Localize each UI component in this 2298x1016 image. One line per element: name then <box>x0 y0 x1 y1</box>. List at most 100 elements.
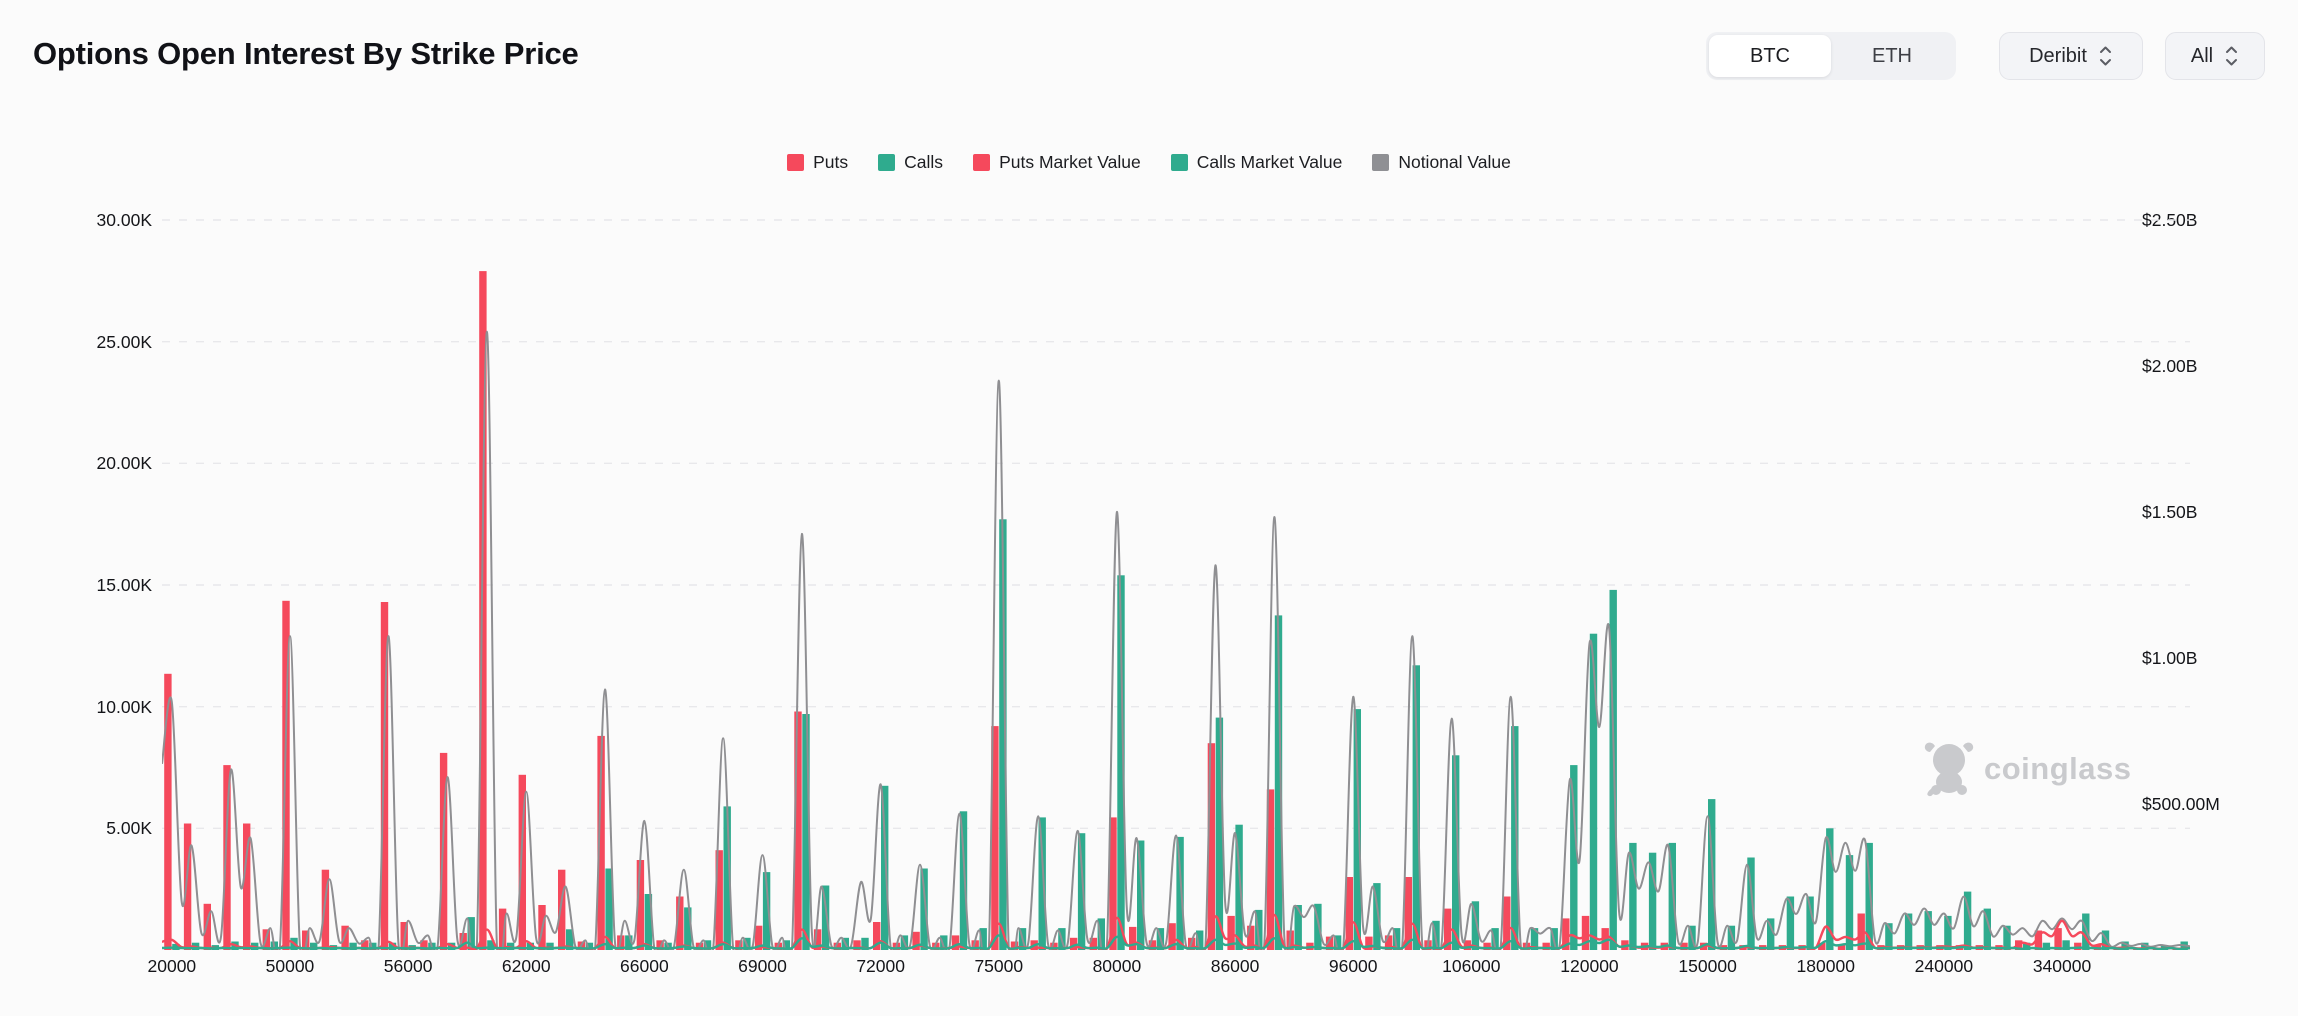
calls-bar <box>1471 901 1480 950</box>
puts-bar <box>361 940 369 950</box>
calls-bar <box>1944 915 1952 950</box>
calls-bar <box>1885 923 1893 950</box>
calls-bar <box>1530 928 1539 950</box>
calls-bar <box>1786 896 1795 950</box>
puts-bar <box>2074 942 2082 950</box>
puts-bar <box>1010 941 1019 950</box>
chevron-up-down-icon <box>2226 46 2238 66</box>
x-axis-tick-label: 96000 <box>1328 956 1378 976</box>
legend-item-puts-market-value[interactable]: Puts Market Value <box>973 152 1141 173</box>
puts-bar <box>321 869 330 950</box>
puts-bar <box>2054 928 2062 950</box>
calls-bar <box>1452 755 1460 950</box>
calls-bar <box>2042 942 2051 950</box>
calls-bar <box>2101 930 2110 950</box>
asset-toggle-eth-button[interactable]: ETH <box>1831 35 1953 77</box>
puts-bar <box>794 711 802 950</box>
calls-bar <box>1333 935 1342 950</box>
puts-bar <box>498 908 507 950</box>
calls-bar <box>2023 942 2031 950</box>
expiry-select-value: All <box>2190 44 2214 67</box>
puts-bar <box>971 940 979 950</box>
calls-bar <box>1629 842 1637 950</box>
puts-bar <box>282 600 290 950</box>
calls-bar <box>821 885 830 950</box>
calls-bar <box>1038 817 1046 950</box>
calls-bar <box>2121 941 2129 950</box>
legend-item-calls-market-value[interactable]: Calls Market Value <box>1170 152 1342 173</box>
puts-bar <box>1503 896 1511 950</box>
x-axis-tick-label: 80000 <box>1092 956 1142 976</box>
exchange-select[interactable]: Deribit <box>1999 32 2143 80</box>
legend-item-notional-value[interactable]: Notional Value <box>1372 152 1511 173</box>
puts-bar <box>1365 936 1373 950</box>
puts-bar <box>1837 945 1846 950</box>
calls-bar <box>1845 855 1854 950</box>
notional-value-swatch-icon <box>1372 154 1390 171</box>
calls-bar <box>979 928 987 950</box>
puts-bar <box>1266 789 1275 950</box>
puts-bar <box>715 850 723 950</box>
puts-bar <box>223 765 231 950</box>
chart-plot-area[interactable] <box>162 150 2190 950</box>
calls-bar <box>1274 615 1283 950</box>
calls-bar <box>959 811 968 950</box>
y-axis-left-label: 25.00K <box>96 331 152 352</box>
x-axis-tick-label: 86000 <box>1210 956 1260 976</box>
calls-bar <box>2062 940 2070 950</box>
calls-bar <box>762 872 771 950</box>
calls-bar <box>1648 852 1657 950</box>
puts-bar <box>1384 935 1393 950</box>
calls-bar <box>1865 842 1873 950</box>
puts-bar <box>1601 928 1609 950</box>
puts-bar <box>1069 937 1078 950</box>
puts-bar <box>873 922 881 950</box>
calls-bar <box>2082 913 2090 950</box>
x-axis-tick-label: 75000 <box>974 956 1024 976</box>
x-axis-tick-label: 66000 <box>620 956 669 976</box>
calls-bar <box>1176 836 1184 950</box>
calls-bar <box>1904 913 1913 950</box>
puts-bar <box>833 942 841 950</box>
legend-item-calls[interactable]: Calls <box>878 152 943 173</box>
puts-bar <box>1129 926 1137 950</box>
puts-bar <box>1109 817 1117 950</box>
puts-bar <box>813 929 822 950</box>
x-axis-tick-label: 72000 <box>856 956 905 976</box>
calls-bar <box>1747 857 1755 950</box>
puts-bar <box>439 752 448 950</box>
calls-bar <box>526 942 534 950</box>
x-axis-tick-label: 120000 <box>1560 956 1619 976</box>
chevron-up-down-icon <box>2099 46 2111 66</box>
y-axis-left-label: 20.00K <box>96 453 152 474</box>
calls-bar <box>605 868 613 950</box>
calls-bar <box>566 929 574 950</box>
calls-bar <box>369 942 377 950</box>
exchange-select-value: Deribit <box>2029 44 2087 67</box>
calls-bar <box>1826 828 1834 950</box>
calls-bar <box>1412 665 1420 950</box>
calls-bar <box>782 940 790 950</box>
puts-bar <box>183 823 192 950</box>
notional-value-line <box>162 330 2190 950</box>
calls-bar <box>1491 928 1499 950</box>
x-axis-tick-label: 150000 <box>1678 956 1737 976</box>
puts-bar <box>1581 915 1590 950</box>
x-axis-tick-label: 20000 <box>147 956 197 976</box>
y-axis-right-label: $500.00M <box>2142 794 2220 814</box>
legend-item-puts[interactable]: Puts <box>787 152 848 173</box>
expiry-select[interactable]: All <box>2165 32 2265 80</box>
puts-bar <box>676 896 684 950</box>
calls-bar <box>1767 918 1775 950</box>
calls-bar <box>506 942 515 950</box>
asset-toggle-btc-button[interactable]: BTC <box>1709 35 1831 77</box>
puts-bar <box>1148 940 1157 950</box>
calls-bar <box>1255 909 1263 950</box>
puts-bar <box>341 925 349 950</box>
calls-bar <box>723 806 731 950</box>
calls-bar <box>1353 709 1361 950</box>
calls-bar <box>467 917 475 950</box>
x-axis-tick-label: 62000 <box>501 956 551 976</box>
calls-market-value-line <box>162 934 2190 950</box>
puts-bar <box>636 860 645 950</box>
